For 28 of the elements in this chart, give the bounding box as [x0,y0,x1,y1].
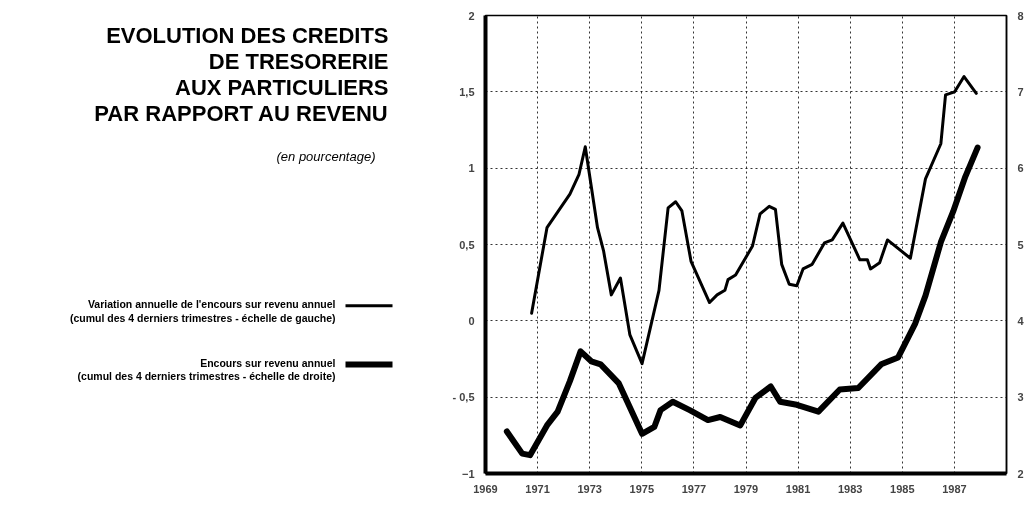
y-tick-label: 1,5 [459,85,475,98]
y2-tick-label: 2 [1017,467,1024,480]
y2-tick-label: 5 [1017,238,1024,251]
text: (en pourcentage) [276,148,376,164]
y-tick-label: 1 [468,162,475,175]
y-tick-label: 0,5 [459,238,475,251]
y2-tick-label: 8 [1017,9,1024,22]
x-tick-label: 1975 [629,482,655,495]
x-tick-label: 1977 [681,482,707,495]
x-tick-label: 1985 [890,482,915,495]
y-tick-label: - 0,5 [452,391,475,404]
legend-label: Encours sur revenu annuel (cumul des 4 derniers trimestres - échelle de droite) [77,356,336,383]
x-tick-label: 1969 [473,482,498,495]
legend-label: Variation annuelle de l'encours sur revenu annuel (cumul des 4 derniers trimestres - échelle de gauche) [69,298,336,324]
y-tick-label: 2 [468,9,475,22]
y2-tick-label: 7 [1017,85,1024,98]
y-tick-label: 0 [468,314,475,327]
y2-tick-label: 4 [1017,314,1025,327]
x-tick-label: 1979 [733,482,759,495]
x-tick-label: 1973 [577,482,602,495]
y2-tick-label: 3 [1017,391,1024,404]
y2-tick-label: 6 [1017,162,1024,175]
x-tick-label: 1971 [525,482,550,495]
x-tick-label: 1983 [837,482,863,495]
x-tick-label: 1987 [942,482,967,495]
y-tick-label: −1 [461,467,475,480]
text: EVOLUTION DES CREDITS DE TRESORERIE AUX PARTICULIERS PAR RAPPORT AU REVENU [94,22,389,127]
x-tick-label: 1981 [785,482,811,495]
